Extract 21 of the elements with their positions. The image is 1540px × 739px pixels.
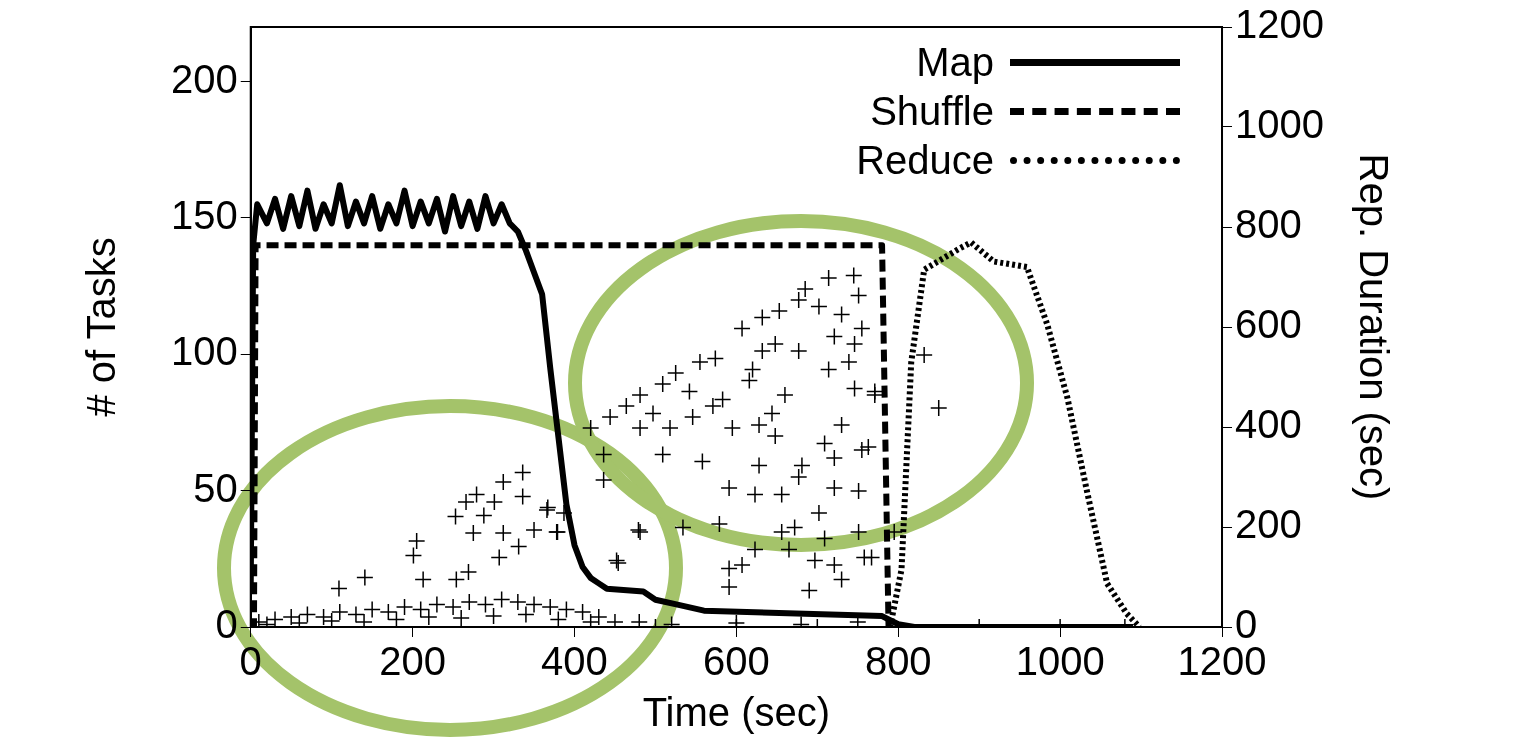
y2-tick-label: 800 (1235, 202, 1302, 247)
y2-tick-label: 200 (1235, 502, 1302, 547)
legend-label: Reduce (856, 138, 994, 183)
y2-tick-label: 1200 (1235, 2, 1324, 47)
y-tick-label: 100 (170, 329, 238, 374)
x-tick-label: 200 (379, 639, 446, 684)
x-axis-title: Time (sec) (642, 690, 831, 735)
y-axis-title: # of Tasks (79, 237, 124, 417)
x-tick-label: 400 (541, 639, 608, 684)
y-tick-label: 200 (170, 56, 238, 101)
y2-tick-label: 1000 (1235, 102, 1324, 147)
y-tick-label: 150 (170, 192, 238, 237)
legend-label: Shuffle (870, 89, 994, 134)
y2-tick-label: 400 (1235, 402, 1302, 447)
x-tick-label: 1000 (1015, 639, 1105, 684)
y-tick-label: 50 (193, 465, 238, 510)
x-tick-label: 600 (703, 639, 770, 684)
legend-label: Map (916, 40, 994, 85)
x-tick-label: 800 (864, 639, 932, 684)
y2-axis-title: Rep. Duration (sec) (1351, 153, 1396, 501)
y2-tick-label: 600 (1235, 302, 1302, 347)
